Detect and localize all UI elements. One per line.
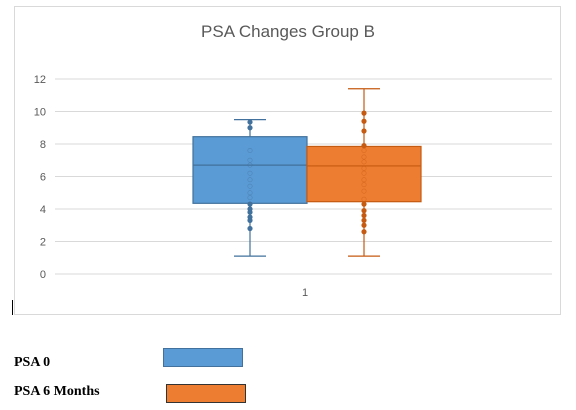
data-point [361, 170, 367, 176]
y-tick-label: 8 [40, 139, 46, 151]
y-axis-tick-labels: 0 2 4 6 8 10 12 [34, 74, 46, 281]
x-axis-category-labels: 1 [302, 287, 308, 299]
data-point [361, 188, 367, 194]
data-point [361, 229, 367, 235]
data-point [361, 196, 367, 202]
data-point [361, 148, 367, 154]
data-point [361, 201, 367, 207]
data-point [247, 148, 253, 154]
data-point [361, 128, 367, 134]
chart-frame: PSA Changes Group B 0 2 4 6 8 10 12 1 [14, 6, 561, 315]
box-psa-0 [192, 119, 308, 257]
y-tick-label: 6 [40, 172, 46, 184]
y-tick-label: 4 [40, 204, 46, 216]
data-point [361, 208, 367, 214]
data-point [361, 222, 367, 228]
data-point [247, 201, 253, 207]
data-point [247, 183, 253, 189]
data-point [361, 159, 367, 165]
y-tick-label: 10 [34, 107, 46, 119]
data-point [361, 217, 367, 223]
y-tick-label: 0 [40, 269, 46, 281]
data-point [361, 118, 367, 124]
data-point [361, 165, 367, 171]
legend-label-psa-0: PSA 0 [14, 355, 51, 370]
data-point [361, 154, 367, 160]
legend-swatch-psa-0 [163, 348, 243, 367]
data-point [247, 190, 253, 196]
data-point [361, 143, 367, 149]
y-tick-label: 12 [34, 74, 46, 86]
data-point [247, 195, 253, 201]
data-point [247, 125, 253, 131]
data-point [247, 209, 253, 215]
data-point [247, 119, 253, 125]
data-point [247, 162, 253, 168]
x-category-label: 1 [302, 287, 308, 299]
iqr-box [192, 136, 308, 204]
y-tick-label: 2 [40, 237, 46, 249]
box-plot: PSA Changes Group B 0 2 4 6 8 10 12 1 [34, 22, 552, 299]
data-point [247, 170, 253, 176]
data-point [247, 217, 253, 223]
data-point [247, 157, 253, 163]
data-point [361, 177, 367, 183]
box-series [192, 88, 422, 257]
data-point [361, 212, 367, 219]
chart-title: PSA Changes Group B [201, 22, 375, 41]
data-point [361, 110, 367, 116]
data-point [247, 225, 253, 232]
legend-label-psa-6-months: PSA 6 Months [14, 384, 100, 399]
legend-swatch-psa-6-months [166, 384, 246, 403]
data-point [247, 177, 253, 183]
data-point [361, 182, 367, 188]
box-psa-6-months [306, 88, 422, 257]
left-edge-mark [12, 300, 13, 315]
